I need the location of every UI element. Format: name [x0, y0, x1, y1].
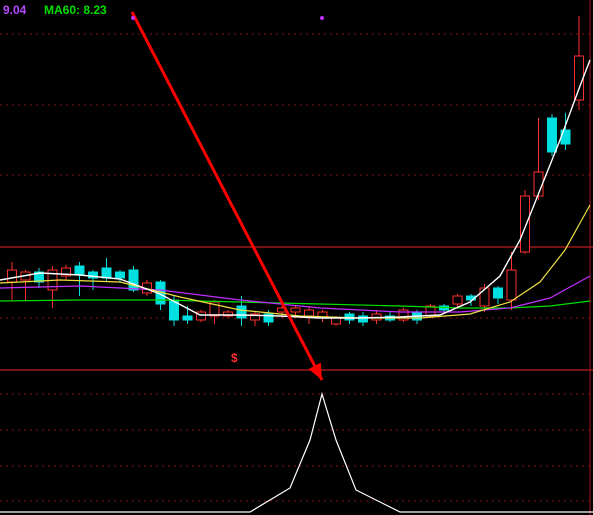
ma-label-left: 9.04	[3, 3, 27, 17]
candle-body	[183, 316, 192, 320]
candle-body	[332, 318, 341, 324]
candle-body	[8, 270, 17, 282]
candle-body	[480, 288, 489, 306]
candle-body	[494, 288, 503, 298]
marker-dot	[131, 16, 135, 20]
candle-body	[548, 118, 557, 152]
candle-body	[116, 272, 125, 278]
candle-body	[359, 316, 368, 322]
marker-dot	[320, 16, 324, 20]
candle-body	[75, 266, 84, 274]
candle-body	[305, 310, 314, 316]
candle-body	[507, 270, 516, 300]
candle-body	[237, 306, 246, 318]
candle-body	[453, 296, 462, 304]
candle-body	[291, 308, 300, 312]
candle-body	[575, 56, 584, 100]
candle-body	[102, 268, 111, 278]
ma-label-right: MA60: 8.23	[44, 3, 107, 17]
candle-body	[521, 196, 530, 252]
candle-body	[129, 270, 138, 290]
dollar-marker: $	[231, 351, 238, 365]
chart-bg	[0, 0, 593, 515]
candlestick-chart: 9.04 MA60: 8.23 $	[0, 0, 593, 515]
